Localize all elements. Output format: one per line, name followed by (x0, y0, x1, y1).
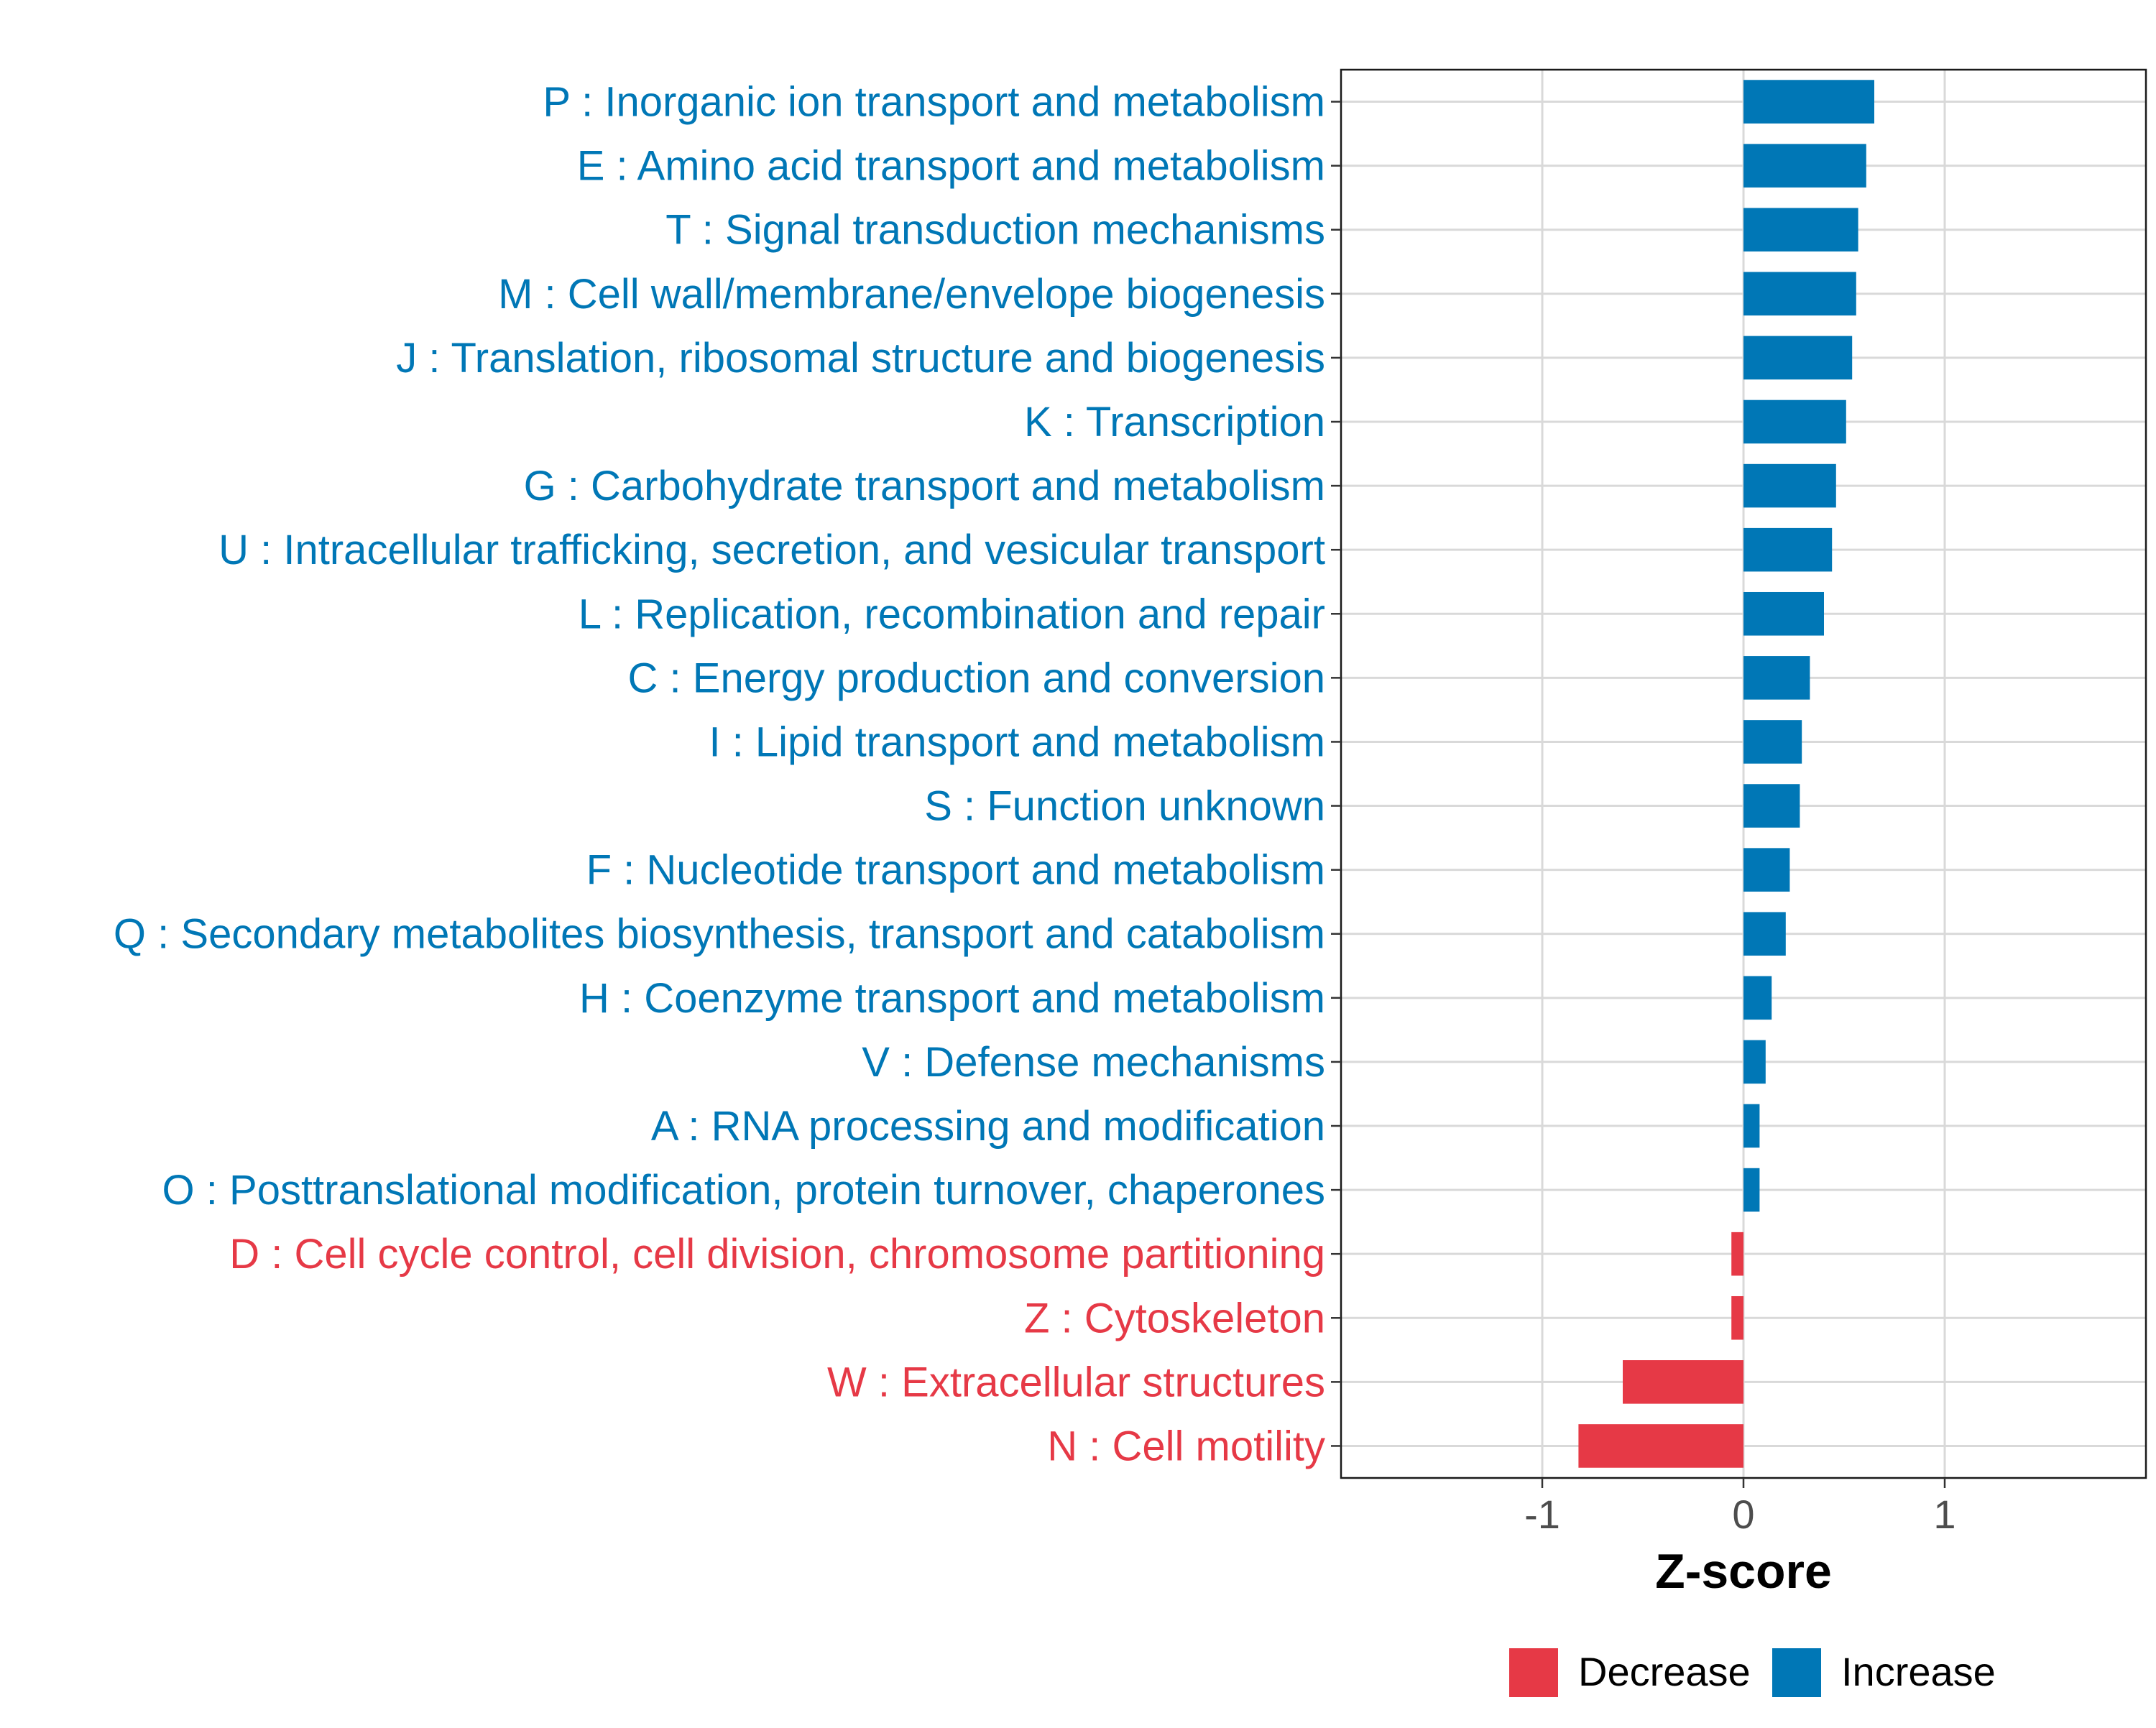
y-tick-label: K : Transcription (1024, 399, 1325, 445)
y-tick-label: V : Defense mechanisms (862, 1039, 1325, 1086)
bar-z (1731, 1295, 1743, 1340)
y-tick-label: S : Function unknown (924, 783, 1325, 830)
y-tick-label: M : Cell wall/membrane/envelope biogenes… (498, 271, 1325, 318)
y-tick-label: W : Extracellular structures (827, 1359, 1325, 1405)
x-tick-label: -1 (1524, 1492, 1560, 1537)
y-tick-label: N : Cell motility (1047, 1423, 1325, 1469)
legend-swatch-increase (1772, 1648, 1821, 1697)
y-tick-label: E : Amino acid transport and metabolism (577, 143, 1325, 190)
bar-p (1743, 80, 1874, 124)
y-tick-label: P : Inorganic ion transport and metaboli… (543, 79, 1325, 126)
bar-g (1743, 463, 1836, 508)
y-tick-label: Q : Secondary metabolites biosynthesis, … (114, 911, 1325, 958)
y-tick-label: D : Cell cycle control, cell division, c… (229, 1231, 1325, 1277)
bar-a (1743, 1104, 1760, 1148)
bar-j (1743, 336, 1853, 380)
y-tick-label: F : Nucleotide transport and metabolism (586, 847, 1325, 894)
y-tick-label: C : Energy production and conversion (628, 655, 1325, 701)
x-axis-title: Z-score (1655, 1544, 1832, 1599)
x-tick-label: 0 (1732, 1492, 1754, 1537)
bar-d (1731, 1232, 1743, 1276)
bar-h (1743, 976, 1772, 1020)
bar-m (1743, 272, 1856, 316)
y-tick-label: U : Intracellular trafficking, secretion… (218, 527, 1325, 573)
bar-k (1743, 399, 1846, 444)
bar-u (1743, 527, 1833, 572)
legend-label-decrease: Decrease (1578, 1649, 1751, 1694)
bar-l (1743, 591, 1824, 636)
bar-w (1623, 1360, 1743, 1404)
y-tick-label: I : Lipid transport and metabolism (709, 719, 1325, 765)
y-tick-label: A : RNA processing and modification (651, 1103, 1325, 1150)
bar-s (1743, 784, 1800, 828)
y-tick-label: G : Carbohydrate transport and metabolis… (524, 463, 1325, 509)
legend-label-increase: Increase (1841, 1649, 1996, 1694)
y-tick-label: H : Coenzyme transport and metabolism (579, 975, 1325, 1022)
bar-c (1743, 656, 1810, 700)
bar-q (1743, 912, 1786, 956)
bar-e (1743, 144, 1866, 188)
bar-i (1743, 720, 1802, 764)
y-tick-label: L : Replication, recombination and repai… (579, 591, 1325, 637)
bar-n (1578, 1424, 1743, 1468)
bar-t (1743, 208, 1858, 252)
y-tick-label: J : Translation, ribosomal structure and… (396, 335, 1325, 382)
y-tick-label: T : Signal transduction mechanisms (665, 207, 1325, 254)
bar-f (1743, 848, 1790, 892)
y-tick-label: O : Posttranslational modification, prot… (162, 1167, 1325, 1214)
x-tick-label: 1 (1933, 1492, 1955, 1537)
bar-o (1743, 1168, 1760, 1212)
legend-swatch-decrease (1509, 1648, 1558, 1697)
y-tick-label: Z : Cytoskeleton (1024, 1295, 1325, 1341)
bar-v (1743, 1040, 1766, 1084)
